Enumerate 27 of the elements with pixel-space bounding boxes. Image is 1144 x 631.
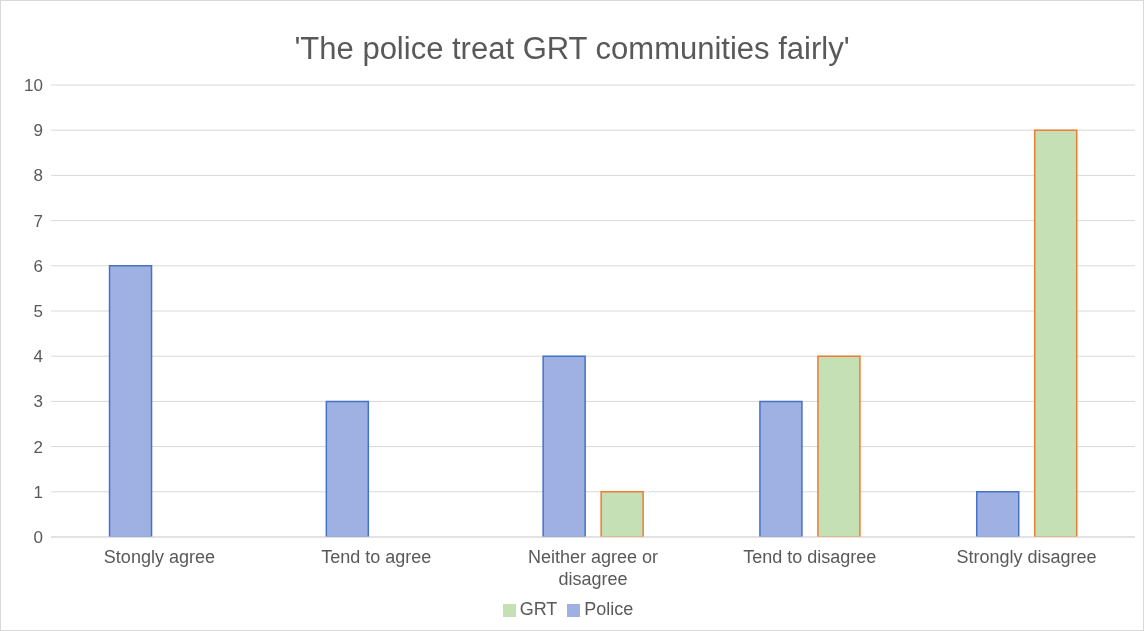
y-tick-label: 0	[33, 528, 43, 548]
y-tick-label: 1	[33, 482, 43, 502]
x-tick-label: Neither agree or disagree	[527, 547, 659, 589]
bar	[975, 491, 1020, 537]
y-tick-label: 3	[33, 392, 43, 412]
y-tick-label: 6	[33, 256, 43, 276]
bar	[108, 265, 153, 537]
y-tick-label: 5	[33, 302, 43, 322]
y-tick-label: 9	[33, 121, 43, 141]
x-tick-label: Tend to agree	[321, 547, 432, 567]
x-tick-label: Stongly agree	[103, 547, 215, 567]
bar	[817, 355, 861, 537]
y-tick-label: 10	[24, 76, 43, 96]
x-tick-label: Tend to disagree	[743, 547, 877, 567]
x-tick-label: Strongly disagree	[956, 547, 1097, 567]
y-tick-label: 8	[33, 166, 43, 186]
y-tick-label: 2	[33, 437, 43, 457]
legend-label: GRT	[519, 599, 558, 619]
legend-label: Police	[584, 599, 634, 619]
bar	[542, 355, 586, 537]
bar	[600, 491, 644, 537]
y-tick-label: 7	[33, 211, 43, 231]
chart-title: 'The police treat GRT communities fairly'	[293, 31, 851, 68]
y-tick-label: 4	[33, 347, 43, 367]
bar	[1033, 129, 1078, 537]
bar	[325, 400, 370, 537]
bar	[759, 400, 803, 537]
